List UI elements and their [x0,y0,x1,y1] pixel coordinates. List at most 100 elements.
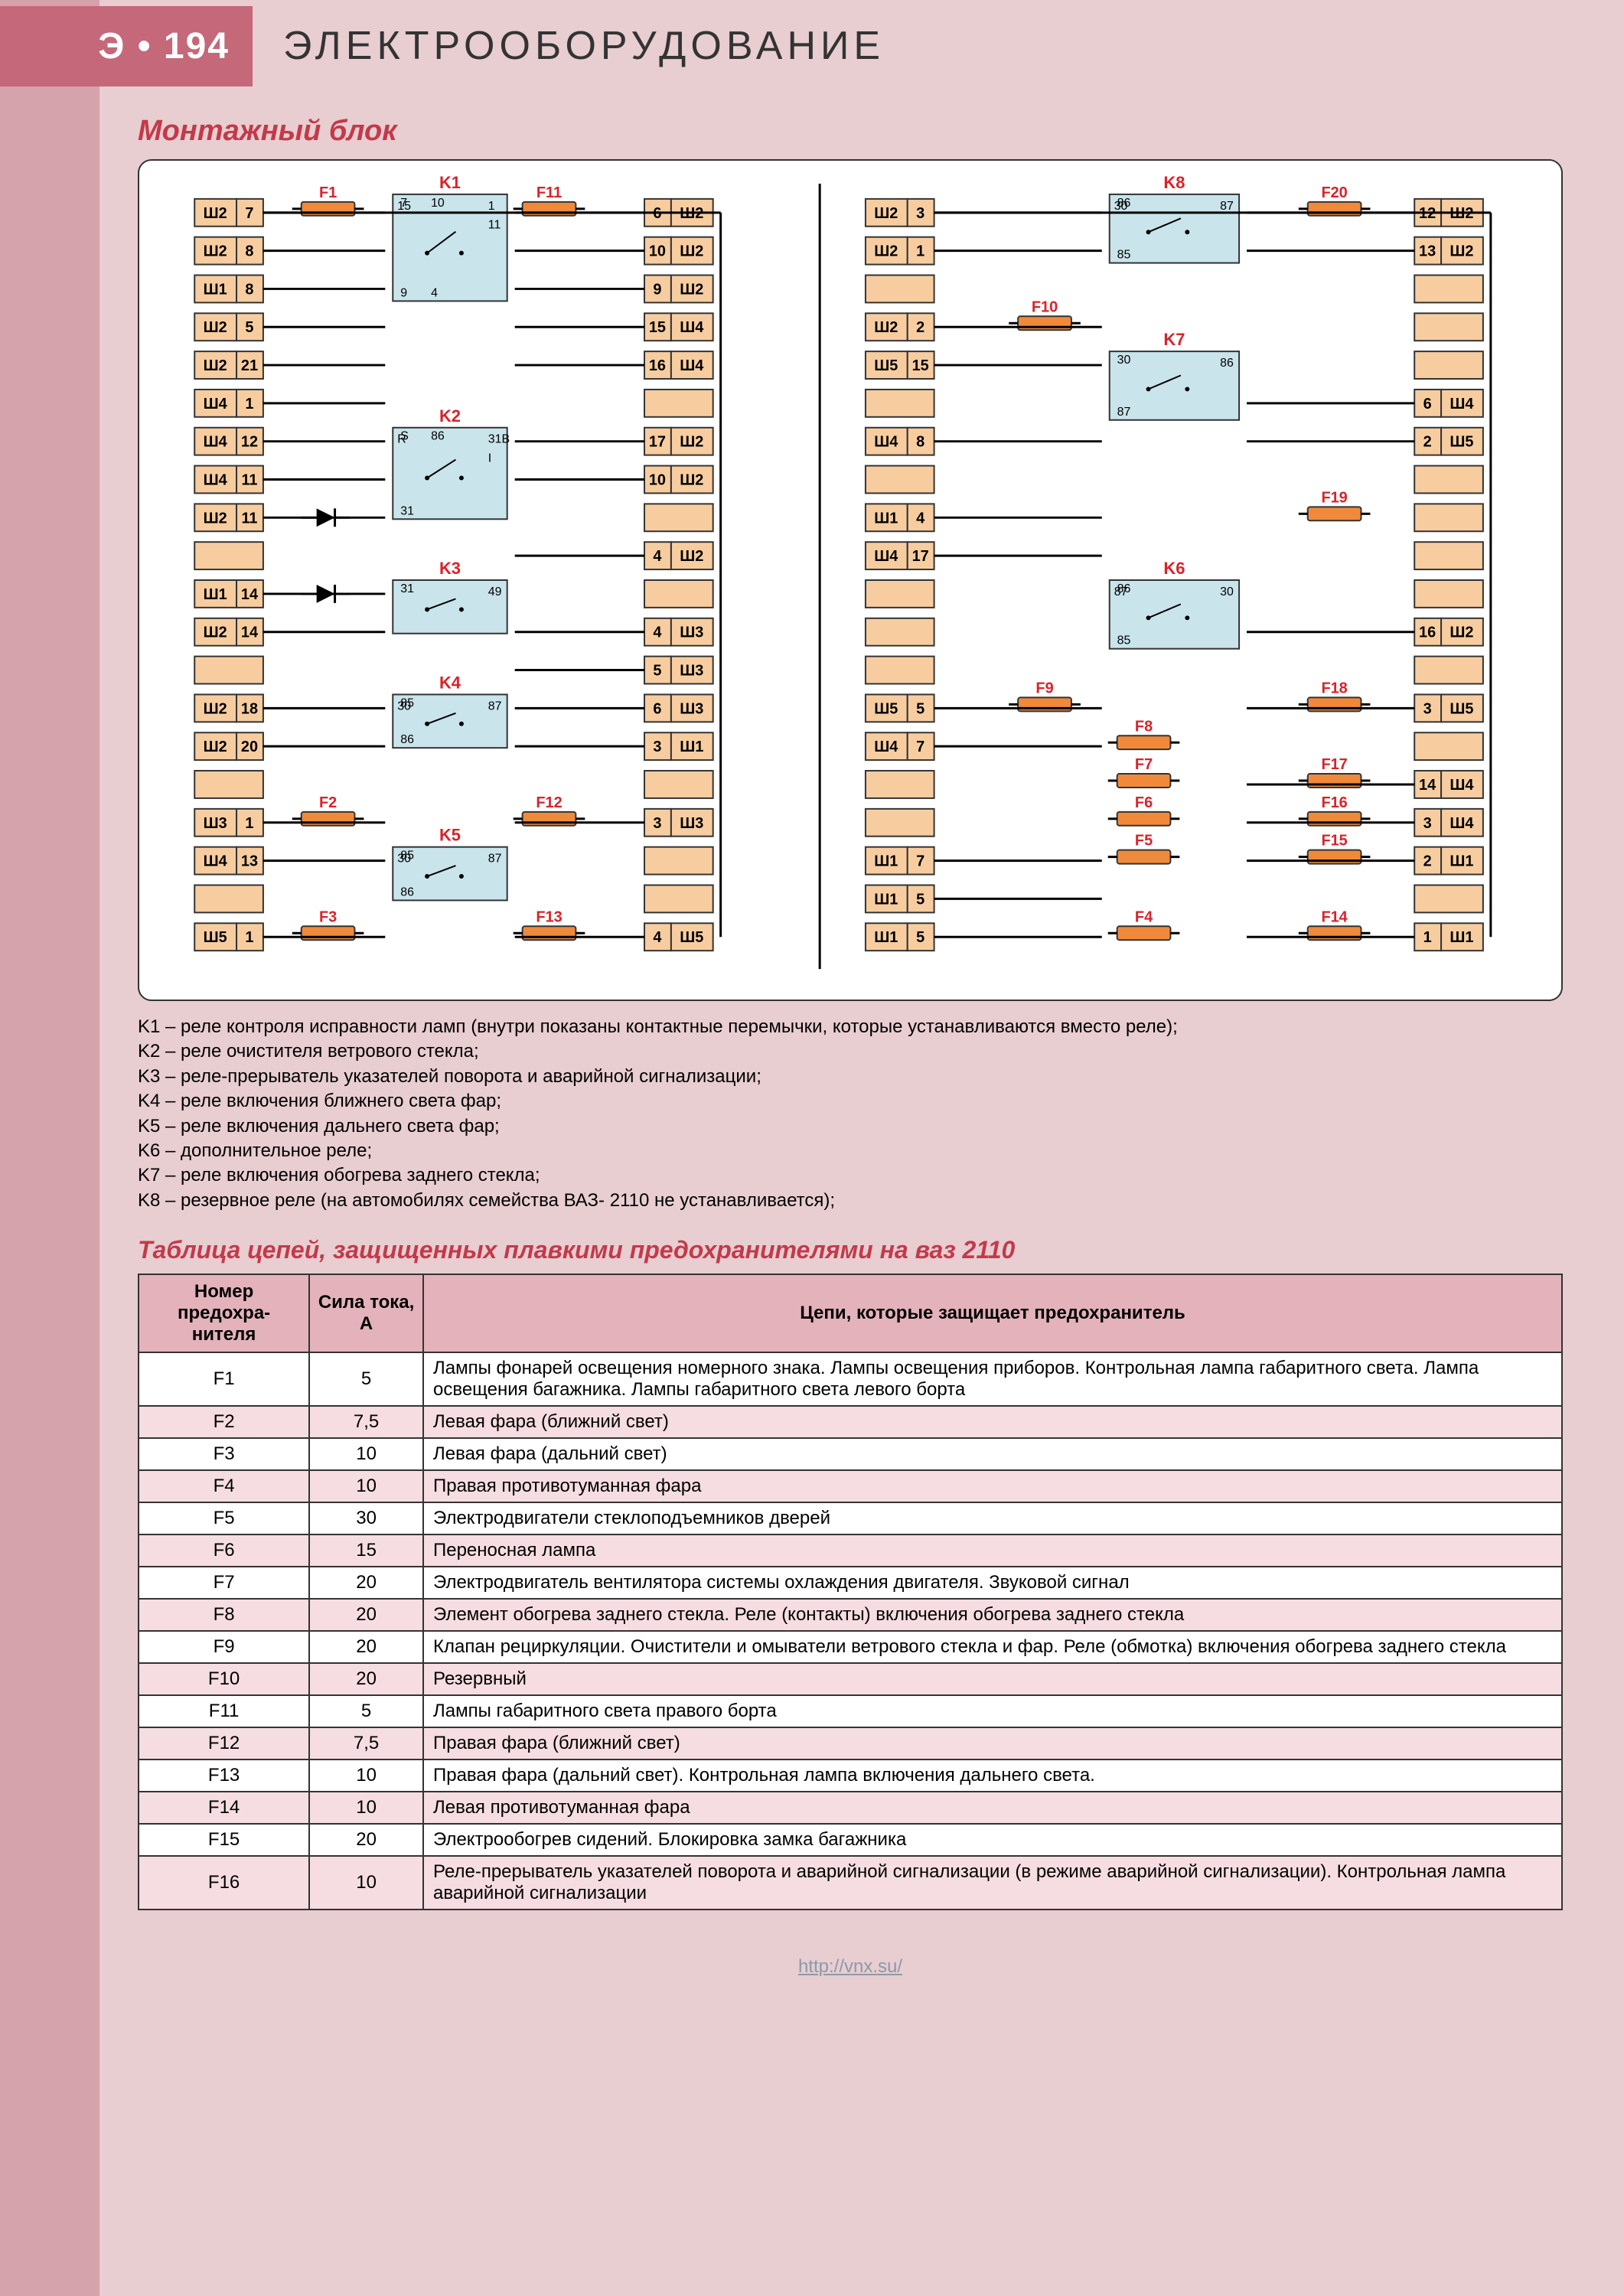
section-title: Монтажный блок [138,115,1563,148]
table-cell: 20 [309,1599,423,1631]
svg-text:5: 5 [916,891,925,908]
table-cell: Лампы габаритного света правого борта [423,1695,1562,1727]
svg-text:30: 30 [1117,354,1131,367]
svg-text:Ш2: Ш2 [204,357,227,374]
svg-text:7: 7 [916,739,925,755]
svg-text:K6: K6 [1163,559,1185,578]
table-cell: F9 [139,1631,309,1663]
svg-text:Ш1: Ш1 [874,853,898,870]
svg-text:3: 3 [653,815,661,832]
svg-text:31: 31 [400,582,414,595]
table-cell: F14 [139,1792,309,1824]
svg-text:Ш4: Ш4 [204,853,227,870]
table-row: F820Элемент обогрева заднего стекла. Рел… [139,1599,1562,1631]
svg-text:5: 5 [916,700,925,717]
svg-text:F8: F8 [1135,718,1153,735]
svg-text:Ш4: Ш4 [874,548,898,565]
svg-text:8: 8 [245,243,253,260]
svg-text:K5: K5 [439,826,461,845]
table-header: Номер предохра-нителя [139,1274,309,1352]
wiring-diagram: Ш27Ш28Ш18Ш25Ш221Ш41Ш412Ш411Ш211Ш114Ш214Ш… [138,159,1563,1001]
svg-text:K4: K4 [439,673,461,692]
table-row: F1520Электрообогрев сидений. Блокировка … [139,1824,1562,1856]
svg-text:F18: F18 [1321,680,1347,696]
svg-text:Ш2: Ш2 [204,510,227,527]
svg-text:30: 30 [1220,585,1234,598]
svg-text:Ш5: Ш5 [874,700,898,717]
table-cell: F2 [139,1406,309,1438]
table-row: F1020Резервный [139,1663,1562,1695]
svg-text:14: 14 [241,625,258,641]
svg-text:9: 9 [400,286,407,299]
svg-text:16: 16 [1419,625,1436,641]
table-cell: 20 [309,1824,423,1856]
svg-text:12: 12 [241,434,258,451]
svg-text:11: 11 [241,471,257,488]
svg-text:1: 1 [1423,929,1432,946]
svg-text:15: 15 [912,357,929,374]
table-cell: 10 [309,1856,423,1910]
table-cell: F8 [139,1599,309,1631]
svg-text:87: 87 [1114,585,1128,598]
svg-text:14: 14 [241,586,258,603]
svg-text:F1: F1 [319,184,337,201]
table-row: F127,5Правая фара (ближний свет) [139,1727,1562,1760]
table-row: F720Электродвигатель вентилятора системы… [139,1567,1562,1599]
svg-text:87: 87 [488,700,502,713]
table-cell: 20 [309,1663,423,1695]
legend-line: K2 – реле очистителя ветрового стекла; [138,1039,1563,1064]
svg-text:21: 21 [241,357,258,374]
svg-text:Ш5: Ш5 [874,357,898,374]
legend-line: K8 – резервное реле (на автомобилях семе… [138,1189,1563,1213]
table-cell: F15 [139,1824,309,1856]
svg-text:Ш1: Ш1 [204,281,227,298]
svg-text:F19: F19 [1321,489,1347,506]
table-cell: F11 [139,1695,309,1727]
table-cell: F10 [139,1663,309,1695]
svg-text:3: 3 [653,739,661,755]
svg-text:K1: K1 [439,176,461,192]
table-row: F310Левая фара (дальний свет) [139,1438,1562,1470]
svg-text:4: 4 [916,510,925,527]
table-row: F27,5Левая фара (ближний свет) [139,1406,1562,1438]
svg-text:7: 7 [916,853,925,870]
legend-line: K6 – дополнительное реле; [138,1139,1563,1163]
svg-text:Ш1: Ш1 [874,510,898,527]
legend-line: K1 – реле контроля исправности ламп (вну… [138,1015,1563,1039]
table-row: F410Правая противотуманная фара [139,1470,1562,1502]
svg-text:F10: F10 [1032,298,1058,315]
table-cell: F12 [139,1727,309,1760]
table-cell: Электродвигатель вентилятора системы охл… [423,1567,1562,1599]
svg-text:17: 17 [912,548,929,565]
table-cell: Правая фара (дальний свет). Контрольная … [423,1760,1562,1792]
svg-text:2: 2 [1423,853,1432,870]
svg-text:Ш2: Ш2 [204,739,227,755]
table-cell: Резервный [423,1663,1562,1695]
left-stripe [0,0,99,2296]
svg-text:F13: F13 [536,908,562,925]
svg-text:5: 5 [653,663,661,680]
svg-text:86: 86 [1220,357,1234,370]
table-header: Цепи, которые защищает предохранитель [423,1274,1562,1352]
svg-text:87: 87 [1220,200,1234,213]
svg-text:Ш2: Ш2 [204,700,227,717]
svg-text:Ш5: Ш5 [1450,700,1473,717]
svg-text:Ш3: Ш3 [680,625,703,641]
svg-text:Ш1: Ш1 [680,739,703,755]
svg-text:Ш3: Ш3 [680,700,703,717]
svg-text:Ш2: Ш2 [204,625,227,641]
table-row: F115Лампы габаритного света правого борт… [139,1695,1562,1727]
table-cell: 5 [309,1352,423,1406]
footer-link[interactable]: http://vnx.su/ [138,1956,1563,1978]
svg-text:F7: F7 [1135,756,1153,773]
svg-text:Ш4: Ш4 [874,434,898,451]
table-header: Сила тока, А [309,1274,423,1352]
svg-text:Ш5: Ш5 [1450,434,1473,451]
svg-text:30: 30 [397,700,411,713]
svg-text:I: I [488,452,491,465]
svg-text:Ш2: Ш2 [680,434,703,451]
svg-text:4: 4 [653,625,661,641]
table-cell: Лампы фонарей освещения номерного знака.… [423,1352,1562,1406]
table-cell: F16 [139,1856,309,1910]
svg-text:9: 9 [653,281,661,298]
